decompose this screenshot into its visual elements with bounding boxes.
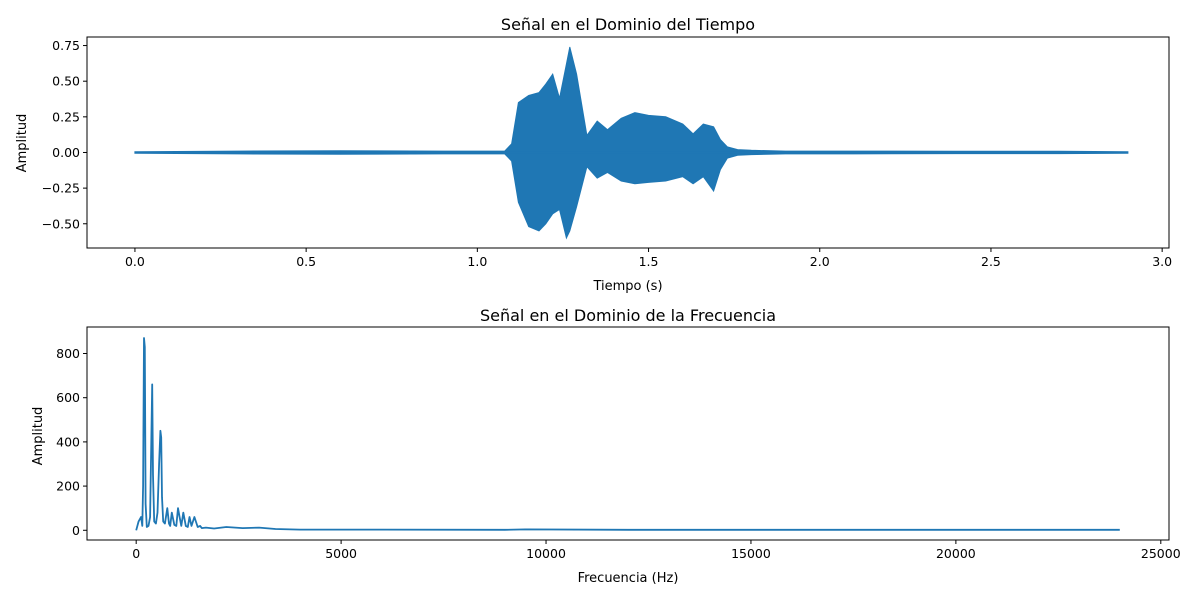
time-x-tick-label: 3.0 [1152, 254, 1172, 269]
frequency-domain-panel: Señal en el Dominio de la Frecuencia Fre… [31, 306, 1181, 586]
frequency-chart-title: Señal en el Dominio de la Frecuencia [480, 306, 776, 325]
time-x-tick-label: 2.0 [810, 254, 830, 269]
time-domain-panel: Señal en el Dominio del Tiempo Tiempo (s… [15, 15, 1172, 294]
frequency-spectrum-line [135, 337, 1120, 531]
time-y-axis-label: Amplitud [15, 114, 30, 173]
frequency-x-tick-label: 5000 [325, 546, 357, 561]
time-chart-title: Señal en el Dominio del Tiempo [501, 15, 755, 34]
time-plot-marks [134, 46, 1129, 240]
time-x-axis-label: Tiempo (s) [592, 279, 662, 294]
time-x-tick-label: 0.0 [125, 254, 145, 269]
frequency-y-tick-label: 400 [56, 434, 80, 449]
frequency-x-tick-label: 25000 [1141, 546, 1181, 561]
time-x-tick-label: 1.5 [639, 254, 659, 269]
frequency-y-tick-label: 800 [56, 346, 80, 361]
frequency-x-tick-label: 10000 [526, 546, 566, 561]
frequency-y-tick-label: 200 [56, 479, 80, 494]
time-x-tick-label: 2.5 [981, 254, 1001, 269]
frequency-y-axis-label: Amplitud [31, 407, 46, 466]
time-waveform-envelope [134, 46, 1129, 240]
frequency-x-ticks: 0 5000 10000 15000 20000 25000 [132, 540, 1181, 561]
time-y-tick-label: 0.75 [52, 38, 80, 53]
frequency-y-ticks: 0 200 400 600 800 [56, 346, 87, 538]
frequency-x-tick-label: 0 [132, 546, 140, 561]
frequency-plot-frame [86, 326, 1170, 541]
time-y-tick-label: 0.00 [52, 145, 80, 160]
time-x-tick-label: 0.5 [296, 254, 316, 269]
frequency-y-tick-label: 600 [56, 390, 80, 405]
time-y-tick-label: 0.50 [52, 74, 80, 89]
time-x-tick-label: 1.0 [467, 254, 487, 269]
frequency-x-tick-label: 20000 [936, 546, 976, 561]
frequency-x-tick-label: 15000 [731, 546, 771, 561]
time-y-tick-label: 0.25 [52, 109, 80, 124]
frequency-x-axis-label: Frecuencia (Hz) [578, 571, 679, 586]
time-y-tick-label: −0.25 [42, 181, 80, 196]
time-y-ticks: −0.50 −0.25 0.00 0.25 0.50 0.75 [42, 38, 87, 231]
frequency-plot-marks [135, 337, 1120, 531]
time-x-ticks: 0.0 0.5 1.0 1.5 2.0 2.5 3.0 [125, 248, 1172, 269]
time-y-tick-label: −0.50 [42, 216, 80, 231]
frequency-y-tick-label: 0 [72, 523, 80, 538]
time-plot-frame [86, 36, 1170, 249]
